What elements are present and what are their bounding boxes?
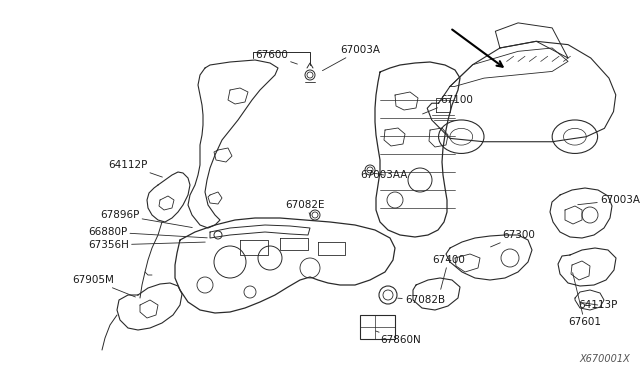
- Text: 67082E: 67082E: [285, 200, 324, 216]
- Text: 67003A: 67003A: [578, 195, 640, 205]
- Text: 66880P: 66880P: [88, 227, 207, 238]
- Text: 67003A: 67003A: [323, 45, 380, 71]
- Text: 67082B: 67082B: [398, 295, 445, 305]
- Text: 64112P: 64112P: [108, 160, 163, 177]
- Text: 67300: 67300: [490, 230, 535, 247]
- Text: 67100: 67100: [422, 95, 473, 114]
- Text: 67400: 67400: [432, 255, 465, 289]
- Text: X670001X: X670001X: [579, 354, 630, 364]
- Text: 67600: 67600: [255, 50, 298, 64]
- Text: 67356H: 67356H: [88, 240, 205, 250]
- Text: 67905M: 67905M: [72, 275, 136, 297]
- Text: 64113P: 64113P: [578, 300, 618, 310]
- Text: 67601: 67601: [568, 273, 601, 327]
- Text: 67860N: 67860N: [376, 331, 420, 345]
- Text: 67896P: 67896P: [100, 210, 192, 228]
- Text: 67003AA: 67003AA: [360, 170, 408, 180]
- Bar: [360, 315, 395, 339]
